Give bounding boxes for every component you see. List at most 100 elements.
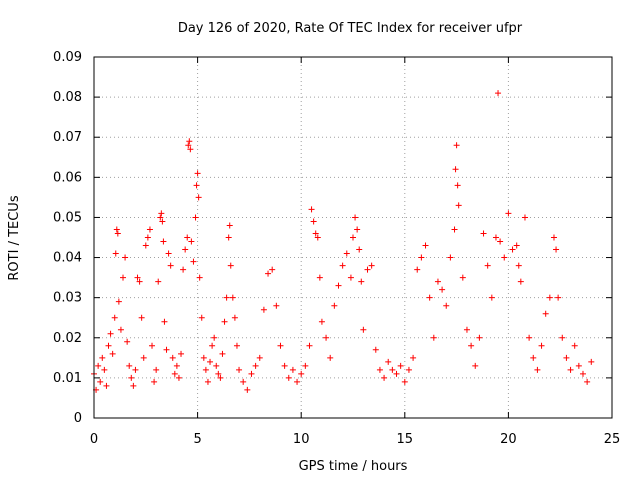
data-point <box>358 278 365 285</box>
data-point <box>169 354 176 361</box>
data-point <box>559 334 566 341</box>
data-point <box>414 266 421 273</box>
data-point <box>281 362 288 369</box>
y-tick-label: 0.05 <box>53 210 82 225</box>
data-point <box>454 182 461 189</box>
data-point <box>252 362 259 369</box>
data-point <box>163 346 170 353</box>
data-point <box>117 326 124 333</box>
y-tick-label: 0.02 <box>53 331 82 346</box>
data-point <box>538 342 545 349</box>
data-point <box>364 266 371 273</box>
data-point <box>240 378 247 385</box>
data-point <box>167 262 174 269</box>
data-point <box>455 202 462 209</box>
data-point <box>227 262 234 269</box>
data-point <box>186 138 193 145</box>
data-point <box>376 366 383 373</box>
data-point <box>302 362 309 369</box>
data-point <box>452 166 459 173</box>
data-point <box>393 370 400 377</box>
data-point <box>200 354 207 361</box>
data-point <box>134 274 141 281</box>
data-point <box>492 234 499 241</box>
data-point <box>231 314 238 321</box>
data-point <box>138 314 145 321</box>
data-point <box>107 330 114 337</box>
data-point <box>101 366 108 373</box>
data-point <box>126 362 133 369</box>
data-point <box>111 314 118 321</box>
data-point <box>389 366 396 373</box>
data-point <box>360 326 367 333</box>
data-point <box>112 250 119 257</box>
data-point <box>555 294 562 301</box>
data-point <box>195 194 202 201</box>
data-point <box>526 334 533 341</box>
data-point <box>221 318 228 325</box>
data-point <box>451 226 458 233</box>
data-point <box>182 246 189 253</box>
data-point <box>142 242 149 249</box>
data-point <box>140 354 147 361</box>
data-point <box>248 370 255 377</box>
data-point <box>588 358 595 365</box>
data-point <box>567 366 574 373</box>
data-point <box>501 254 508 261</box>
data-point <box>236 366 243 373</box>
data-point <box>198 314 205 321</box>
data-point <box>517 278 524 285</box>
data-point <box>115 298 122 305</box>
data-point <box>202 366 209 373</box>
data-point <box>124 338 131 345</box>
data-point <box>495 90 502 97</box>
data-point <box>368 262 375 269</box>
data-point <box>426 294 433 301</box>
data-point <box>347 274 354 281</box>
y-tick-label: 0.09 <box>53 50 82 65</box>
data-point <box>397 362 404 369</box>
data-point <box>273 302 280 309</box>
data-point <box>476 334 483 341</box>
data-point <box>488 294 495 301</box>
data-point <box>584 378 591 385</box>
data-point <box>314 234 321 241</box>
data-point <box>161 318 168 325</box>
data-point <box>193 182 200 189</box>
data-point <box>158 210 165 217</box>
data-point <box>128 374 135 381</box>
data-point <box>132 366 139 373</box>
x-tick-label: 25 <box>604 432 621 447</box>
data-point <box>352 214 359 221</box>
data-point <box>335 282 342 289</box>
y-tick-label: 0.04 <box>53 251 82 266</box>
data-point <box>312 230 319 237</box>
data-point <box>223 294 230 301</box>
data-point <box>343 250 350 257</box>
data-point <box>350 234 356 241</box>
data-point <box>105 342 112 349</box>
chart-title: Day 126 of 2020, Rate Of TEC Index for r… <box>178 21 523 36</box>
x-axis-ticks: 0 5 10 15 20 25 <box>90 57 620 447</box>
data-points <box>91 90 595 393</box>
data-point <box>439 286 446 293</box>
data-point <box>468 342 475 349</box>
data-point <box>109 350 116 357</box>
data-point <box>171 370 178 377</box>
data-point <box>463 326 470 333</box>
plot-frame <box>93 56 613 419</box>
data-point <box>173 362 180 369</box>
data-point <box>443 302 450 309</box>
data-point <box>447 254 454 261</box>
data-point <box>509 246 516 253</box>
data-point <box>97 378 104 385</box>
data-point <box>308 206 315 213</box>
data-point <box>513 242 520 249</box>
data-point <box>99 354 106 361</box>
data-point <box>151 378 158 385</box>
data-point <box>521 214 528 221</box>
data-point <box>114 230 121 237</box>
data-point <box>207 358 214 365</box>
data-point <box>530 354 537 361</box>
data-point <box>157 214 164 221</box>
